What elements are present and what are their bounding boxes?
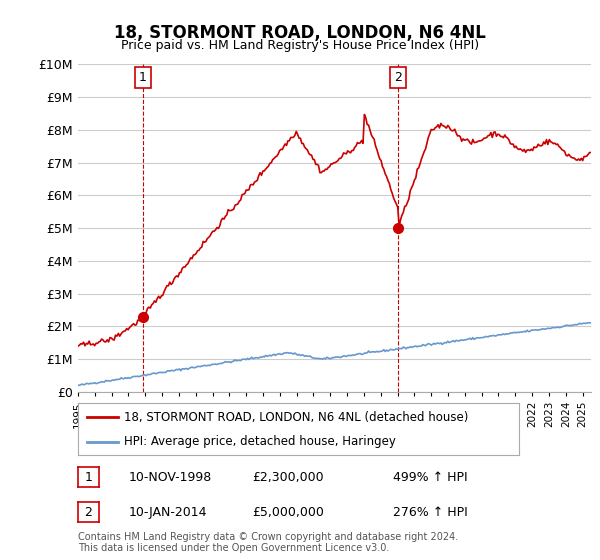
Text: 1: 1	[85, 470, 92, 484]
Text: Price paid vs. HM Land Registry's House Price Index (HPI): Price paid vs. HM Land Registry's House …	[121, 39, 479, 52]
Text: Contains HM Land Registry data © Crown copyright and database right 2024.
This d: Contains HM Land Registry data © Crown c…	[78, 531, 458, 553]
Text: 2: 2	[394, 71, 402, 84]
Text: £5,000,000: £5,000,000	[252, 506, 324, 519]
Text: 10-JAN-2014: 10-JAN-2014	[129, 506, 208, 519]
Text: 18, STORMONT ROAD, LONDON, N6 4NL (detached house): 18, STORMONT ROAD, LONDON, N6 4NL (detac…	[124, 410, 469, 423]
Text: 276% ↑ HPI: 276% ↑ HPI	[393, 506, 468, 519]
Text: 18, STORMONT ROAD, LONDON, N6 4NL: 18, STORMONT ROAD, LONDON, N6 4NL	[114, 24, 486, 42]
Text: 2: 2	[85, 506, 92, 519]
Text: £2,300,000: £2,300,000	[252, 470, 323, 484]
Text: 10-NOV-1998: 10-NOV-1998	[129, 470, 212, 484]
Text: 1: 1	[139, 71, 147, 84]
Text: HPI: Average price, detached house, Haringey: HPI: Average price, detached house, Hari…	[124, 435, 396, 449]
Text: 499% ↑ HPI: 499% ↑ HPI	[393, 470, 467, 484]
